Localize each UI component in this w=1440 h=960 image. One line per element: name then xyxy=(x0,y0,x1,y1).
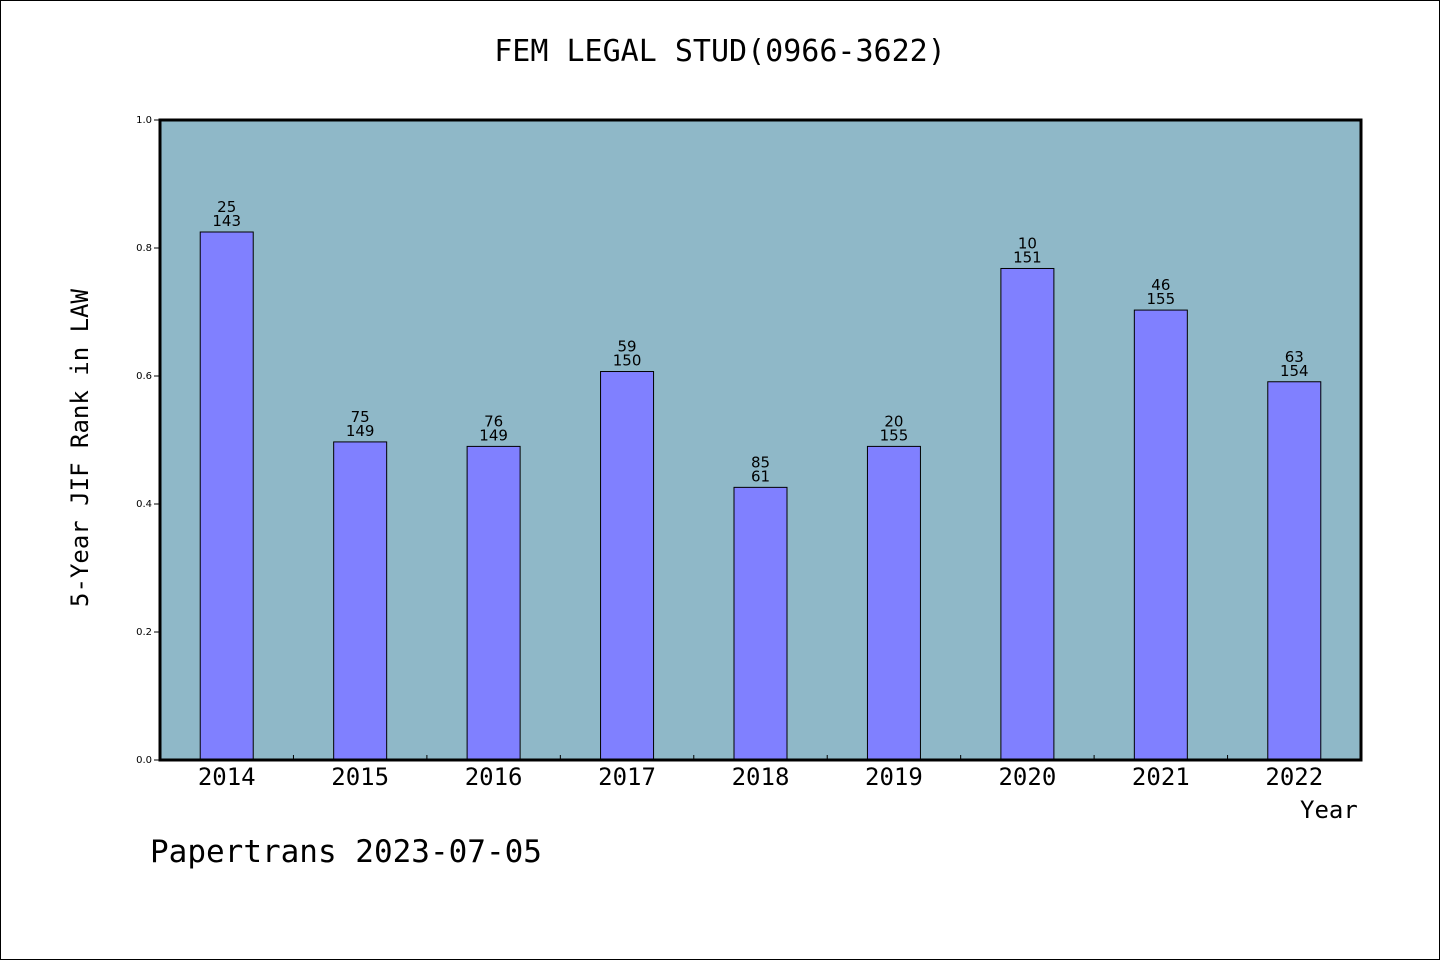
data-label-rank: 10 xyxy=(1018,234,1037,252)
data-label-rank: 46 xyxy=(1151,276,1170,294)
data-label-total: 154 xyxy=(1280,362,1309,380)
plot-border xyxy=(158,118,1363,762)
x-tick-label: 2015 xyxy=(331,763,389,791)
data-label-rank: 76 xyxy=(484,412,503,430)
data-label-total: 149 xyxy=(479,426,508,444)
y-tick-label: 0.2 xyxy=(136,627,152,638)
data-label-rank: 63 xyxy=(1285,348,1304,366)
y-tick-label: 0.8 xyxy=(136,243,152,254)
x-tick-label: 2014 xyxy=(198,763,256,791)
data-label-total: 155 xyxy=(1147,290,1176,308)
bar-2019 xyxy=(866,445,921,761)
y-tick-label: 0.4 xyxy=(136,499,152,510)
x-tick-label: 2022 xyxy=(1265,763,1323,791)
x-tick-label: 2020 xyxy=(998,763,1056,791)
x-tick-label: 2019 xyxy=(865,763,923,791)
data-label-rank: 75 xyxy=(351,408,370,426)
bar-2018 xyxy=(733,486,788,761)
x-tick-label: 2017 xyxy=(598,763,656,791)
data-label-rank: 25 xyxy=(217,198,236,216)
bar-2017 xyxy=(600,371,655,761)
bar-2016 xyxy=(466,445,521,761)
data-label-total: 149 xyxy=(346,422,375,440)
data-label-rank: 59 xyxy=(618,338,637,356)
bar-2014 xyxy=(199,231,254,761)
x-tick-label: 2016 xyxy=(465,763,523,791)
data-label-total: 151 xyxy=(1013,248,1042,266)
footer-credit: Papertrans 2023-07-05 xyxy=(150,834,542,870)
data-label-rank: 20 xyxy=(884,412,903,430)
y-tick-label: 1.0 xyxy=(136,115,152,126)
y-tick-label: 0.6 xyxy=(136,371,152,382)
x-axis-label: Year xyxy=(1300,796,1358,824)
chart-title: FEM LEGAL STUD(0966-3622) xyxy=(494,34,946,69)
bar-2020 xyxy=(1000,267,1055,761)
data-label-total: 61 xyxy=(751,467,770,485)
bar-2015 xyxy=(333,441,388,761)
x-tick-label: 2018 xyxy=(732,763,790,791)
y-tick-label: 0.0 xyxy=(136,755,152,766)
bar-2022 xyxy=(1267,381,1322,761)
data-label-rank: 85 xyxy=(751,453,770,471)
x-tick-label: 2021 xyxy=(1132,763,1190,791)
data-label-total: 155 xyxy=(880,426,909,444)
data-label-total: 143 xyxy=(212,212,241,230)
data-label-total: 150 xyxy=(613,352,642,370)
bar-2021 xyxy=(1133,309,1188,761)
